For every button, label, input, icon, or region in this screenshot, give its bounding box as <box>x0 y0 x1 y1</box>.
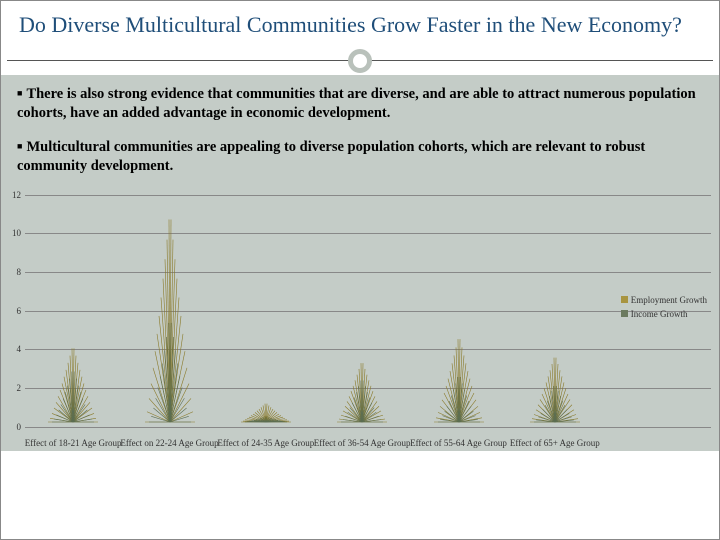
chart-ornament <box>231 190 301 427</box>
plot: 024681012Effect of 18-21 Age GroupEffect… <box>25 195 711 427</box>
title-rule <box>1 47 719 75</box>
legend-label: Income Growth <box>631 309 688 319</box>
x-tick-label: Effect on 22-24 Age Group <box>120 439 220 449</box>
x-tick-label: Effect of 24-35 Age Group <box>216 439 316 449</box>
chart-ornament <box>38 190 108 427</box>
gridline <box>25 311 711 312</box>
chart-ornament <box>327 190 397 427</box>
chart-plot-area: 024681012Effect of 18-21 Age GroupEffect… <box>25 195 711 427</box>
gridline <box>25 272 711 273</box>
gridline <box>25 195 711 196</box>
chart-ornament <box>520 190 590 427</box>
chart-ornament <box>424 190 494 427</box>
gridline <box>25 388 711 389</box>
y-tick-label: 6 <box>7 306 21 316</box>
gridline <box>25 233 711 234</box>
y-tick-label: 12 <box>7 190 21 200</box>
y-tick-label: 4 <box>7 344 21 354</box>
y-tick-label: 8 <box>7 267 21 277</box>
bullet-text: Multicultural communities are appealing … <box>17 139 645 175</box>
chart-ornament <box>135 190 205 427</box>
bullet-marker-icon: ■ <box>17 88 22 98</box>
body-text: ■There is also strong evidence that comm… <box>1 75 719 191</box>
legend-label: Employment Growth <box>631 295 707 305</box>
legend-item-income: Income Growth <box>621 309 707 319</box>
x-tick-label: Effect of 65+ Age Group <box>505 439 605 449</box>
chart: 024681012Effect of 18-21 Age GroupEffect… <box>1 191 719 451</box>
slide: Do Diverse Multicultural Communities Gro… <box>0 0 720 540</box>
legend-swatch-icon <box>621 310 628 317</box>
gridline <box>25 349 711 350</box>
title-area: Do Diverse Multicultural Communities Gro… <box>1 1 719 47</box>
page-title: Do Diverse Multicultural Communities Gro… <box>19 11 701 39</box>
ring-icon <box>348 49 372 73</box>
y-tick-label: 0 <box>7 422 21 432</box>
x-tick-label: Effect of 55-64 Age Group <box>409 439 509 449</box>
legend: Employment Growth Income Growth <box>621 295 707 323</box>
bullet-2: ■Multicultural communities are appealing… <box>17 138 703 177</box>
x-tick-label: Effect of 36-54 Age Group <box>312 439 412 449</box>
x-tick-label: Effect of 18-21 Age Group <box>23 439 123 449</box>
bullet-text: There is also strong evidence that commu… <box>17 86 696 122</box>
legend-item-employment: Employment Growth <box>621 295 707 305</box>
legend-swatch-icon <box>621 296 628 303</box>
bullet-1: ■There is also strong evidence that comm… <box>17 85 703 124</box>
y-tick-label: 10 <box>7 228 21 238</box>
bullet-marker-icon: ■ <box>17 141 22 151</box>
gridline <box>25 427 711 428</box>
y-tick-label: 2 <box>7 383 21 393</box>
